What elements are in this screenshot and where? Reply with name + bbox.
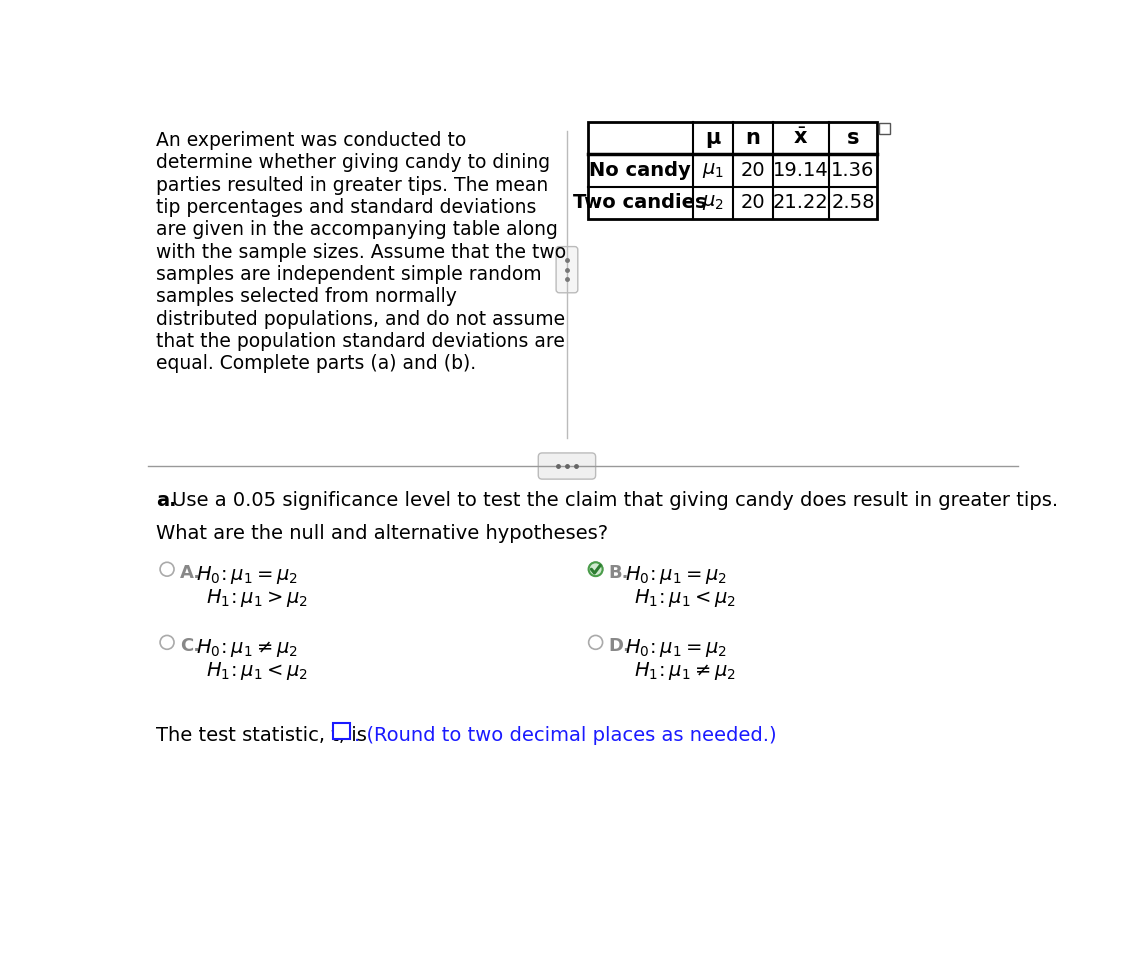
Text: equal. Complete parts (a) and (b).: equal. Complete parts (a) and (b). <box>156 355 477 373</box>
Text: 2.58: 2.58 <box>831 193 875 212</box>
Text: 1.36: 1.36 <box>831 161 875 180</box>
Text: $H_1\!: \mu_1 > \mu_2$: $H_1\!: \mu_1 > \mu_2$ <box>206 587 308 609</box>
Text: $\mu_2$: $\mu_2$ <box>702 193 724 212</box>
Text: a.: a. <box>156 492 176 511</box>
Text: 20: 20 <box>741 161 765 180</box>
Text: $H_1\!: \mu_1 < \mu_2$: $H_1\!: \mu_1 < \mu_2$ <box>634 587 736 609</box>
Text: Use a 0.05 significance level to test the claim that giving candy does result in: Use a 0.05 significance level to test th… <box>172 492 1058 511</box>
Text: samples selected from normally: samples selected from normally <box>156 287 457 307</box>
Bar <box>880 123 890 134</box>
Text: Two candies: Two candies <box>574 193 707 212</box>
Circle shape <box>588 635 603 650</box>
Text: determine whether giving candy to dining: determine whether giving candy to dining <box>156 153 551 173</box>
FancyBboxPatch shape <box>556 247 578 293</box>
Text: $H_0\!: \mu_1 = \mu_2$: $H_0\!: \mu_1 = \mu_2$ <box>625 637 727 659</box>
Text: distributed populations, and do not assume: distributed populations, and do not assu… <box>156 309 566 329</box>
Text: What are the null and alternative hypotheses?: What are the null and alternative hypoth… <box>156 523 609 543</box>
Text: samples are independent simple random: samples are independent simple random <box>156 265 542 284</box>
Text: that the population standard deviations are: that the population standard deviations … <box>156 332 566 351</box>
Text: $H_0\!: \mu_1 = \mu_2$: $H_0\!: \mu_1 = \mu_2$ <box>625 564 727 586</box>
Text: s: s <box>847 128 859 148</box>
Text: A.: A. <box>180 564 201 582</box>
Text: $\mu_1$: $\mu_1$ <box>702 161 724 180</box>
Text: $\bar{\mathbf{x}}$: $\bar{\mathbf{x}}$ <box>793 128 809 148</box>
Text: . (Round to two decimal places as needed.): . (Round to two decimal places as needed… <box>354 726 776 745</box>
Text: parties resulted in greater tips. The mean: parties resulted in greater tips. The me… <box>156 175 549 195</box>
Circle shape <box>588 562 603 576</box>
Text: are given in the accompanying table along: are given in the accompanying table alon… <box>156 221 558 239</box>
Text: C.: C. <box>180 637 200 655</box>
Bar <box>333 723 351 738</box>
Text: 20: 20 <box>741 193 765 212</box>
Text: No candy: No candy <box>589 161 691 180</box>
Text: $H_0\!: \mu_1 \neq \mu_2$: $H_0\!: \mu_1 \neq \mu_2$ <box>197 637 298 659</box>
Circle shape <box>160 562 174 576</box>
Text: 19.14: 19.14 <box>773 161 828 180</box>
Text: An experiment was conducted to: An experiment was conducted to <box>156 131 467 150</box>
Circle shape <box>160 635 174 650</box>
Text: with the sample sizes. Assume that the two: with the sample sizes. Assume that the t… <box>156 243 567 262</box>
Text: tip percentages and standard deviations: tip percentages and standard deviations <box>156 198 537 217</box>
Text: μ: μ <box>704 128 720 148</box>
Text: D.: D. <box>609 637 630 655</box>
Text: n: n <box>745 128 760 148</box>
Bar <box>588 121 877 219</box>
Text: The test statistic, t, is: The test statistic, t, is <box>156 726 368 745</box>
Text: $H_1\!: \mu_1 < \mu_2$: $H_1\!: \mu_1 < \mu_2$ <box>206 660 308 683</box>
Circle shape <box>588 562 603 576</box>
Text: B.: B. <box>609 564 629 582</box>
Text: 21.22: 21.22 <box>773 193 828 212</box>
Text: $H_1\!: \mu_1 \neq \mu_2$: $H_1\!: \mu_1 \neq \mu_2$ <box>634 660 736 683</box>
Text: $H_0\!: \mu_1 = \mu_2$: $H_0\!: \mu_1 = \mu_2$ <box>197 564 298 586</box>
FancyBboxPatch shape <box>538 453 595 479</box>
